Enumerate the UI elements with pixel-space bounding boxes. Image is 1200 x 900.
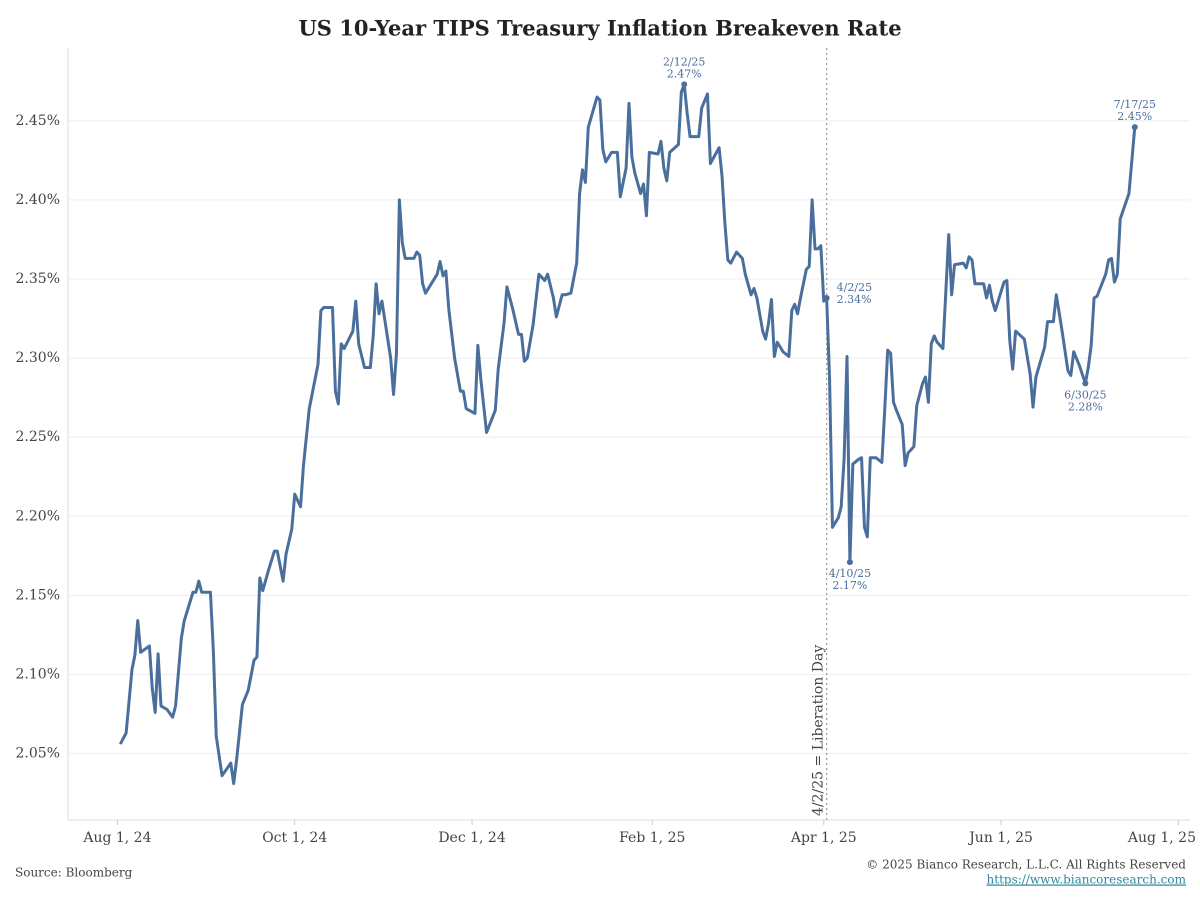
annotation-point [846, 559, 853, 566]
series-line [118, 82, 1137, 786]
chart-title: US 10-Year TIPS Treasury Inflation Break… [298, 16, 901, 41]
source: Source: Bloomberg [15, 866, 133, 880]
event-label: 4/2/25 = Liberation Day [811, 645, 827, 816]
copyright: © 2025 Bianco Research, L.L.C. All Right… [866, 858, 1186, 872]
annotation-value: 2.28% [1068, 400, 1103, 413]
annotation-point [681, 81, 688, 88]
annotation-date: 4/2/25 [837, 281, 872, 294]
y-tick-label: 2.25% [16, 429, 60, 445]
annotation-date: 4/10/25 [829, 567, 871, 580]
annotation-point [1082, 380, 1089, 387]
annotation-value: 2.17% [832, 579, 867, 592]
x-tick-label: Dec 1, 24 [438, 830, 506, 846]
annotation-date: 7/17/25 [1114, 98, 1156, 111]
y-tick-label: 2.05% [16, 746, 60, 762]
y-tick-label: 2.10% [16, 666, 60, 682]
annotation-value: 2.45% [1117, 110, 1152, 123]
annotation-point [1131, 124, 1138, 131]
x-tick-label: Feb 1, 25 [619, 830, 685, 846]
y-tick-label: 2.30% [16, 350, 60, 366]
annotation-value: 2.34% [837, 293, 872, 306]
annotation-point [823, 294, 830, 301]
x-tick-label: Aug 1, 24 [82, 830, 151, 846]
y-tick-label: 2.40% [16, 192, 60, 208]
y-tick-label: 2.45% [16, 113, 60, 129]
x-tick-label: Aug 1, 25 [1127, 830, 1196, 846]
y-tick-label: 2.35% [16, 271, 60, 287]
y-tick-label: 2.20% [16, 508, 60, 524]
annotation-value: 2.47% [667, 67, 702, 80]
annotation-date: 6/30/25 [1064, 388, 1106, 401]
x-tick-label: Jun 1, 25 [967, 830, 1033, 846]
x-tick-label: Apr 1, 25 [790, 830, 857, 846]
annotation-date: 2/12/25 [663, 55, 705, 68]
website-link[interactable]: https://www.biancoresearch.com [987, 873, 1187, 887]
x-tick-label: Oct 1, 24 [262, 830, 327, 846]
y-tick-label: 2.15% [16, 587, 60, 603]
